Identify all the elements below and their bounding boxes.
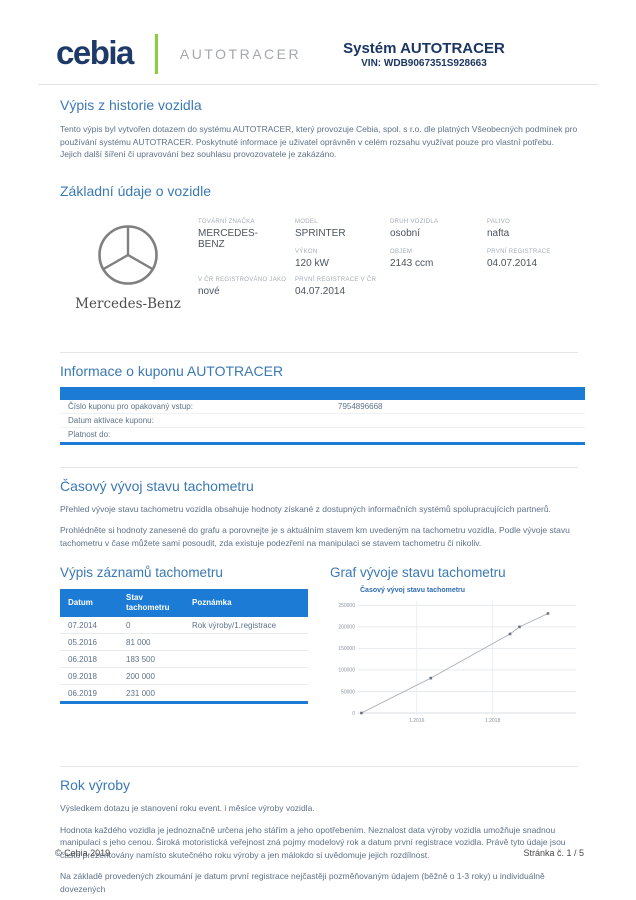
coupon-row-cislo: Číslo kuponu pro opakovaný vstup: 795489…	[60, 400, 585, 414]
coupon-table: Číslo kuponu pro opakovaný vstup: 795489…	[60, 386, 585, 445]
table-row: 06.2019 231 000	[68, 688, 155, 698]
svg-text:50000: 50000	[341, 689, 355, 695]
svg-text:200000: 200000	[338, 625, 355, 631]
chart-title: Časový vývoj stavu tachometru	[360, 587, 466, 594]
intro-text: Tento výpis byl vytvořen dotazem do syst…	[60, 124, 578, 159]
vin-line: VIN: WDB9067351S928663	[343, 58, 505, 69]
logo-divider	[154, 34, 158, 74]
coupon-row-platnost: Platnost do:	[68, 430, 111, 439]
field-vykon: VÝKON 120 kW	[295, 248, 329, 269]
field-registrovano-jako: V ČR REGISTROVÁNO JAKO nové	[198, 276, 287, 297]
svg-text:150000: 150000	[338, 646, 355, 652]
mercedes-benz-logo-icon	[60, 223, 196, 287]
vin-value: WDB9067351S928663	[383, 57, 487, 69]
section-zakladni-udaje: Základní údaje o vozidle Mercedes-Benz T…	[38, 183, 598, 312]
table-row: 07.2014 0 Rok výroby/1.registrace	[60, 617, 308, 634]
field-tovarni-znacka: TOVÁRNÍ ZNAČKA MERCEDES-BENZ	[198, 218, 259, 250]
col-stav: Stav tachometru	[118, 589, 184, 617]
page-footer: © Cebia 2019 Stránka č. 1 / 5	[55, 848, 584, 858]
field-prvni-registrace-cr: PRVNÍ REGISTRACE V ČR 04.07.2014	[295, 276, 377, 297]
vehicle-panel: Mercedes-Benz TOVÁRNÍ ZNAČKA MERCEDES-BEN…	[60, 215, 578, 312]
header: cebia AUTOTRACER Systém AUTOTRACER VIN: …	[38, 28, 598, 80]
tacho-records: Výpis záznamů tachometru Datum Stav tach…	[60, 565, 308, 734]
header-divider	[38, 84, 598, 85]
vin-label: VIN:	[361, 57, 382, 69]
tacho-table: Datum Stav tachometru Poznámka 07.2014 0 R…	[60, 589, 308, 704]
page-title: Výpis z historie vozidla	[60, 97, 202, 113]
section-vypis-historie: Výpis z historie vozidla Tento výpis byl…	[38, 97, 598, 161]
col-poznamka: Poznámka	[184, 589, 308, 617]
field-objem: OBJEM 2143 ccm	[390, 248, 434, 269]
coupon-row-aktivace: Datum aktivace kuponu:	[60, 414, 585, 428]
vehicle-fields: TOVÁRNÍ ZNAČKA MERCEDES-BENZ MODEL SPRINTE…	[198, 219, 578, 312]
coupon-number: 7954896668	[338, 401, 383, 411]
table-row: 09.2018 200 000	[60, 667, 308, 685]
section-divider	[60, 766, 578, 767]
field-prvni-registrace: PRVNÍ REGISTRACE 04.07.2014	[487, 248, 551, 269]
svg-text:100000: 100000	[338, 668, 355, 674]
table-row: 05.2016 81 000	[60, 633, 308, 651]
tacho-records-title: Výpis záznamů tachometru	[60, 565, 223, 580]
vehicle-section-title: Základní údaje o vozidle	[60, 182, 211, 199]
section-divider	[60, 466, 578, 468]
tacho-paragraph-1: Přehled vývoje stavu tachometru vozidla …	[60, 503, 551, 514]
svg-text:0: 0	[352, 711, 355, 717]
autotracer-wordmark: AUTOTRACER	[179, 46, 302, 62]
rok-paragraph-3: Na základě provedených zkoumání je datum…	[60, 871, 545, 894]
footer-copyright: © Cebia 2019	[55, 848, 111, 858]
field-model: MODEL SPRINTER	[295, 218, 346, 239]
table-row: 06.2018 183 500	[60, 650, 308, 668]
tacho-chart: Časový vývoj stavu tachometru 0 50000 1000…	[330, 587, 584, 734]
section-divider	[60, 351, 578, 353]
svg-text:1.2016: 1.2016	[409, 718, 425, 724]
tacho-graph: Graf vývoje stavu tachometru Časový vývo…	[330, 565, 584, 734]
system-block: Systém AUTOTRACER VIN: WDB9067351S928663	[343, 40, 505, 69]
vehicle-brand-caption: Mercedes-Benz	[75, 295, 181, 312]
vehicle-brand-box: Mercedes-Benz	[60, 215, 196, 312]
tacho-table-header-row: Datum Stav tachometru Poznámka	[60, 589, 308, 617]
coupon-section-title: Informace o kuponu AUTOTRACER	[60, 362, 284, 379]
tacho-chart-svg: 0 50000 100000 150000 200000 250000 1.2016 1.20…	[338, 601, 576, 724]
section-rok-vyroby: Rok výroby Výsledkem dotazu je stanovení…	[38, 766, 598, 895]
cebia-logo: cebia	[56, 33, 134, 71]
section-tachometr: Časový vývoj stavu tachometru Přehled vý…	[38, 466, 598, 735]
system-title: Systém AUTOTRACER	[343, 39, 505, 57]
field-palivo: PALIVO nafta	[487, 218, 511, 239]
rok-paragraph-1: Výsledkem dotazu je stanovení roku event…	[60, 803, 315, 813]
tacho-section-title: Časový vývoj stavu tachometru	[60, 477, 254, 494]
tacho-paragraph-2: Prohlédněte si hodnoty zanesené do grafu…	[60, 525, 570, 548]
rok-section-title: Rok výroby	[60, 777, 131, 793]
svg-text:250000: 250000	[338, 603, 355, 609]
field-druh-vozidla: DRUH VOZIDLA osobní	[390, 218, 439, 239]
tacho-columns: Výpis záznamů tachometru Datum Stav tach…	[60, 565, 578, 734]
svg-text:1.2018: 1.2018	[485, 718, 501, 724]
footer-page-number: Stránka č. 1 / 5	[523, 848, 584, 858]
coupon-header-bar	[60, 386, 585, 400]
section-kupon: Informace o kuponu AUTOTRACER Číslo kupo…	[38, 351, 598, 445]
rok-paragraph-2: Hodnota každého vozidla je jednoznačně u…	[60, 824, 566, 860]
tacho-graph-title: Graf vývoje stavu tachometru	[330, 565, 506, 580]
cebia-brand: cebia AUTOTRACER	[56, 34, 301, 74]
col-datum: Datum	[60, 589, 118, 617]
